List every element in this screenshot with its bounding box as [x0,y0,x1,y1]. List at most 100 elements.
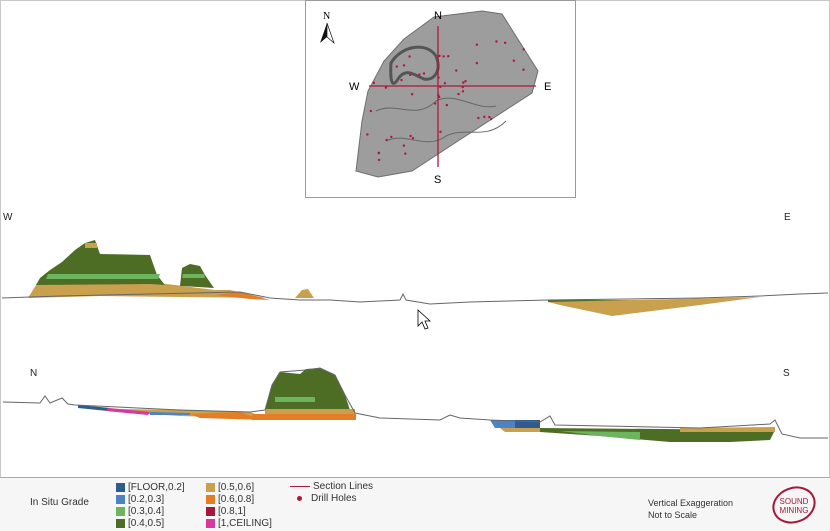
legend-title: In Situ Grade [30,497,89,508]
drill-hole [369,109,373,113]
key-map: N N S W E [305,0,576,198]
sound-mining-logo: SOUND MINING [772,486,816,524]
grade-block-0.3-0.4 [182,274,205,278]
section-ns [2,367,828,442]
grade-swatch-icon [206,483,215,492]
north-arrow-icon-half [326,22,335,45]
north-arrow-label: N [323,11,330,22]
cross-sections [1,240,829,442]
grade-block-0.3-0.4 [560,431,640,440]
drill-hole [457,92,460,96]
drill-hole [404,152,407,155]
drill-hole [400,78,403,82]
drill-hole [447,55,450,58]
drill-hole [442,55,445,58]
section2-start-label: N [30,368,38,379]
grade-swatch-icon [116,495,125,504]
drill-hole [490,117,493,121]
legend-grade-label: [0.8,1] [218,506,246,517]
drill-hole [522,48,525,51]
drill-hole [422,72,426,75]
map-label-w: W [349,81,360,93]
legend-grade-label: [0.5,0.6] [218,482,255,493]
grade-block-0.5-0.6 [295,289,314,298]
legend-grade-item: [FLOOR,0.2] [116,482,185,493]
legend-grade-label: [0.6,0.8] [218,494,255,505]
grade-block-0.5-0.6 [85,243,97,248]
map-label-s: S [434,174,441,186]
drill-hole [402,144,406,147]
drill-hole [488,115,491,119]
section1-start-label: W [3,212,13,223]
drill-hole [408,55,411,58]
grade-swatch-icon [116,519,125,528]
grade-block-0.5-0.6 [28,282,265,298]
grade-block-0.5-0.6 [548,297,760,316]
section-line-icon [290,485,310,488]
map-label-n: N [434,10,442,22]
topography-line [1,291,829,305]
drill-hole [495,40,498,43]
legend-grade-item: [0.4,0.5] [116,518,164,529]
map-label-e: E [544,81,551,93]
vertical-exaggeration-note: Vertical Exaggeration [648,498,734,508]
drill-hole [418,73,421,76]
pit-feature [389,45,440,85]
grade-block-0.3-0.4 [46,274,160,279]
drill-hole [372,81,376,85]
drill-hole [395,65,398,68]
drill-hole [377,158,381,162]
legend-grade-item: [1,CEILING] [206,518,272,529]
drill-hole [512,59,516,62]
grade-block-0.4-0.5 [265,368,350,410]
legend-grade-label: [FLOOR,0.2] [128,482,185,493]
drill-hole [410,93,414,96]
legend-grade-label: [1,CEILING] [218,518,272,529]
grade-swatch-icon [206,519,215,528]
grade-swatch-icon [116,483,125,492]
logo-text-1: SOUND [780,497,809,506]
grade-block-0.4-0.5 [36,240,214,288]
drill-hole [390,135,393,139]
drill-hole [445,103,449,107]
drill-hole [475,61,479,65]
grade-block-0.6-0.8 [215,292,270,300]
grade-block-0.6-0.8 [190,412,262,420]
drill-hole [384,86,388,89]
mouse-cursor-icon [417,309,432,330]
drill-hole [462,81,465,84]
section2-end-label: S [783,368,790,379]
legend-grade-label: [0.3,0.4] [128,506,165,517]
grade-block-0.2-0.3 [150,412,190,415]
drill-hole [411,136,415,140]
drill-hole [377,151,380,155]
section-we [1,240,829,316]
grade-block-floor-0.2 [78,405,110,411]
drill-hole [483,115,486,119]
drill-hole [503,41,507,45]
key-map-canvas: N N S W E [320,10,551,186]
legend-grade-item: [0.6,0.8] [206,494,254,505]
topography-line [2,367,828,439]
drill-hole [477,116,480,120]
drill-hole [402,64,406,67]
drill-hole-icon [297,496,302,501]
legend-grade-item: [0.8,1] [206,506,246,517]
grade-swatch-icon [116,507,125,516]
drill-hole [475,43,479,46]
grade-swatch-icon [206,495,215,504]
legend-grade-item: [0.3,0.4] [116,506,164,517]
drill-hole [464,80,467,83]
grade-block-0.6-0.8 [252,414,356,420]
grade-block-0.5-0.6 [500,428,540,432]
legend-drill-holes-label: Drill Holes [311,493,357,504]
grade-block-0.3-0.4 [275,397,315,402]
grade-swatch-icon [206,507,215,516]
legend-section-lines-label: Section Lines [313,481,374,492]
grade-block-0.5-0.6 [265,409,355,414]
legend-grade-label: [0.2,0.3] [128,494,165,505]
logo-text-2: MINING [780,506,809,515]
drill-hole [385,138,388,142]
drill-hole [443,81,447,85]
drill-hole [439,130,442,134]
